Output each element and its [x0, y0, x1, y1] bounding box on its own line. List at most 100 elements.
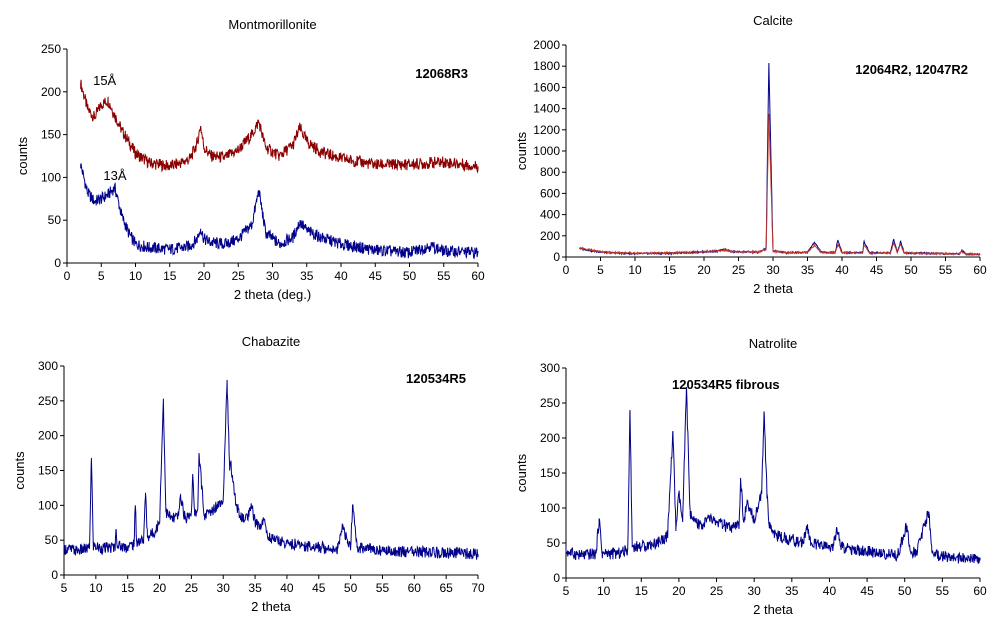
x-tick-label: 60: [973, 263, 987, 277]
sample-label: 12064R2, 12047R2: [855, 62, 968, 77]
x-tick-label: 0: [64, 269, 71, 283]
x-tick-label: 25: [710, 584, 724, 598]
y-tick-label: 50: [45, 533, 59, 547]
peak-annotation: 15Å: [93, 73, 116, 88]
y-tick-label: 800: [540, 165, 560, 179]
y-tick-label: 100: [41, 170, 61, 184]
chart-panel-4: Natrolite 0 50 100 150 200 250 300 5 10 15 20 25 30 35…: [514, 336, 987, 617]
x-tick-label: 25: [732, 263, 746, 277]
data-series-line-1: [80, 79, 479, 174]
y-tick-label: 200: [41, 85, 61, 99]
y-tick-label: 1800: [533, 59, 560, 73]
x-tick-label: 65: [439, 581, 453, 595]
data-series-line-1: [63, 379, 479, 560]
y-tick-label: 0: [54, 256, 61, 270]
y-tick-label: 200: [38, 429, 58, 443]
data-series-line-1: [565, 387, 981, 564]
y-tick-label: 0: [553, 571, 560, 585]
x-tick-label: 5: [61, 581, 68, 595]
x-tick-label: 40: [334, 269, 348, 283]
x-tick-label: 30: [217, 581, 231, 595]
x-tick-label: 20: [153, 581, 167, 595]
data-series-line-1: [579, 62, 981, 257]
x-axis-label: 2 theta: [251, 599, 292, 614]
x-tick-label: 35: [300, 269, 314, 283]
x-tick-label: 45: [860, 584, 874, 598]
y-tick-label: 300: [38, 359, 58, 373]
x-tick-label: 10: [89, 581, 103, 595]
y-tick-label: 200: [540, 431, 560, 445]
y-tick-label: 100: [38, 498, 58, 512]
y-tick-label: 100: [540, 501, 560, 515]
x-axis-label: 2 theta: [753, 602, 794, 617]
x-tick-label: 45: [369, 269, 383, 283]
y-tick-label: 1400: [533, 102, 560, 116]
x-tick-label: 40: [835, 263, 849, 277]
x-tick-label: 10: [129, 269, 143, 283]
x-tick-label: 20: [672, 584, 686, 598]
x-tick-label: 20: [197, 269, 211, 283]
x-tick-label: 30: [748, 584, 762, 598]
chart-title: Natrolite: [749, 336, 797, 351]
y-tick-label: 0: [553, 250, 560, 264]
y-tick-label: 1000: [533, 144, 560, 158]
x-tick-label: 30: [266, 269, 280, 283]
y-tick-label: 250: [41, 42, 61, 56]
x-tick-label: 35: [785, 584, 799, 598]
y-tick-label: 1200: [533, 123, 560, 137]
y-tick-label: 50: [547, 536, 561, 550]
y-axis-label: counts: [15, 136, 30, 175]
data-series-line-2: [579, 113, 981, 257]
x-tick-label: 60: [973, 584, 987, 598]
sample-label: 120534R5 fibrous: [672, 377, 780, 392]
peak-annotation: 13Å: [103, 168, 126, 183]
y-tick-label: 50: [48, 213, 62, 227]
x-tick-label: 15: [635, 584, 649, 598]
x-tick-label: 70: [471, 581, 485, 595]
x-tick-label: 5: [597, 263, 604, 277]
sample-label: 120534R5: [406, 371, 466, 386]
x-tick-label: 25: [232, 269, 246, 283]
y-tick-label: 150: [38, 464, 58, 478]
y-tick-label: 2000: [533, 38, 560, 52]
x-tick-label: 35: [801, 263, 815, 277]
x-axis-label: 2 theta (deg.): [234, 287, 311, 302]
x-tick-label: 50: [904, 263, 918, 277]
x-tick-label: 45: [312, 581, 326, 595]
x-tick-label: 15: [163, 269, 177, 283]
x-axis-label: 2 theta: [753, 281, 794, 296]
y-axis-label: counts: [514, 453, 529, 492]
y-tick-label: 250: [38, 394, 58, 408]
x-tick-label: 15: [121, 581, 135, 595]
x-tick-label: 50: [344, 581, 358, 595]
data-series-line-2: [80, 163, 479, 260]
chart-panel-3: Chabazite 0 50 100 150 200 250 300 5 10 15 20 25 30 35…: [12, 334, 485, 614]
x-tick-label: 20: [697, 263, 711, 277]
x-tick-label: 25: [185, 581, 199, 595]
x-tick-label: 15: [663, 263, 677, 277]
x-tick-label: 5: [563, 584, 570, 598]
y-axis-label: counts: [514, 131, 529, 170]
y-tick-label: 150: [540, 466, 560, 480]
y-tick-label: 400: [540, 208, 560, 222]
x-tick-label: 60: [471, 269, 485, 283]
x-tick-label: 0: [563, 263, 570, 277]
x-tick-label: 55: [437, 269, 451, 283]
y-axis-label: counts: [12, 451, 27, 490]
x-tick-label: 40: [823, 584, 837, 598]
y-tick-label: 0: [51, 568, 58, 582]
x-tick-label: 55: [939, 263, 953, 277]
x-tick-label: 45: [870, 263, 884, 277]
x-tick-label: 40: [280, 581, 294, 595]
x-tick-label: 55: [936, 584, 950, 598]
chart-panel-2: Calcite020040060080010001200140016001800…: [514, 13, 987, 296]
chart-title: Chabazite: [242, 334, 301, 349]
x-tick-label: 30: [766, 263, 780, 277]
sample-label: 12068R3: [415, 66, 468, 81]
x-tick-label: 10: [597, 584, 611, 598]
x-tick-label: 5: [98, 269, 105, 283]
x-tick-label: 55: [376, 581, 390, 595]
chart-title: Calcite: [753, 13, 793, 28]
y-tick-label: 200: [540, 229, 560, 243]
